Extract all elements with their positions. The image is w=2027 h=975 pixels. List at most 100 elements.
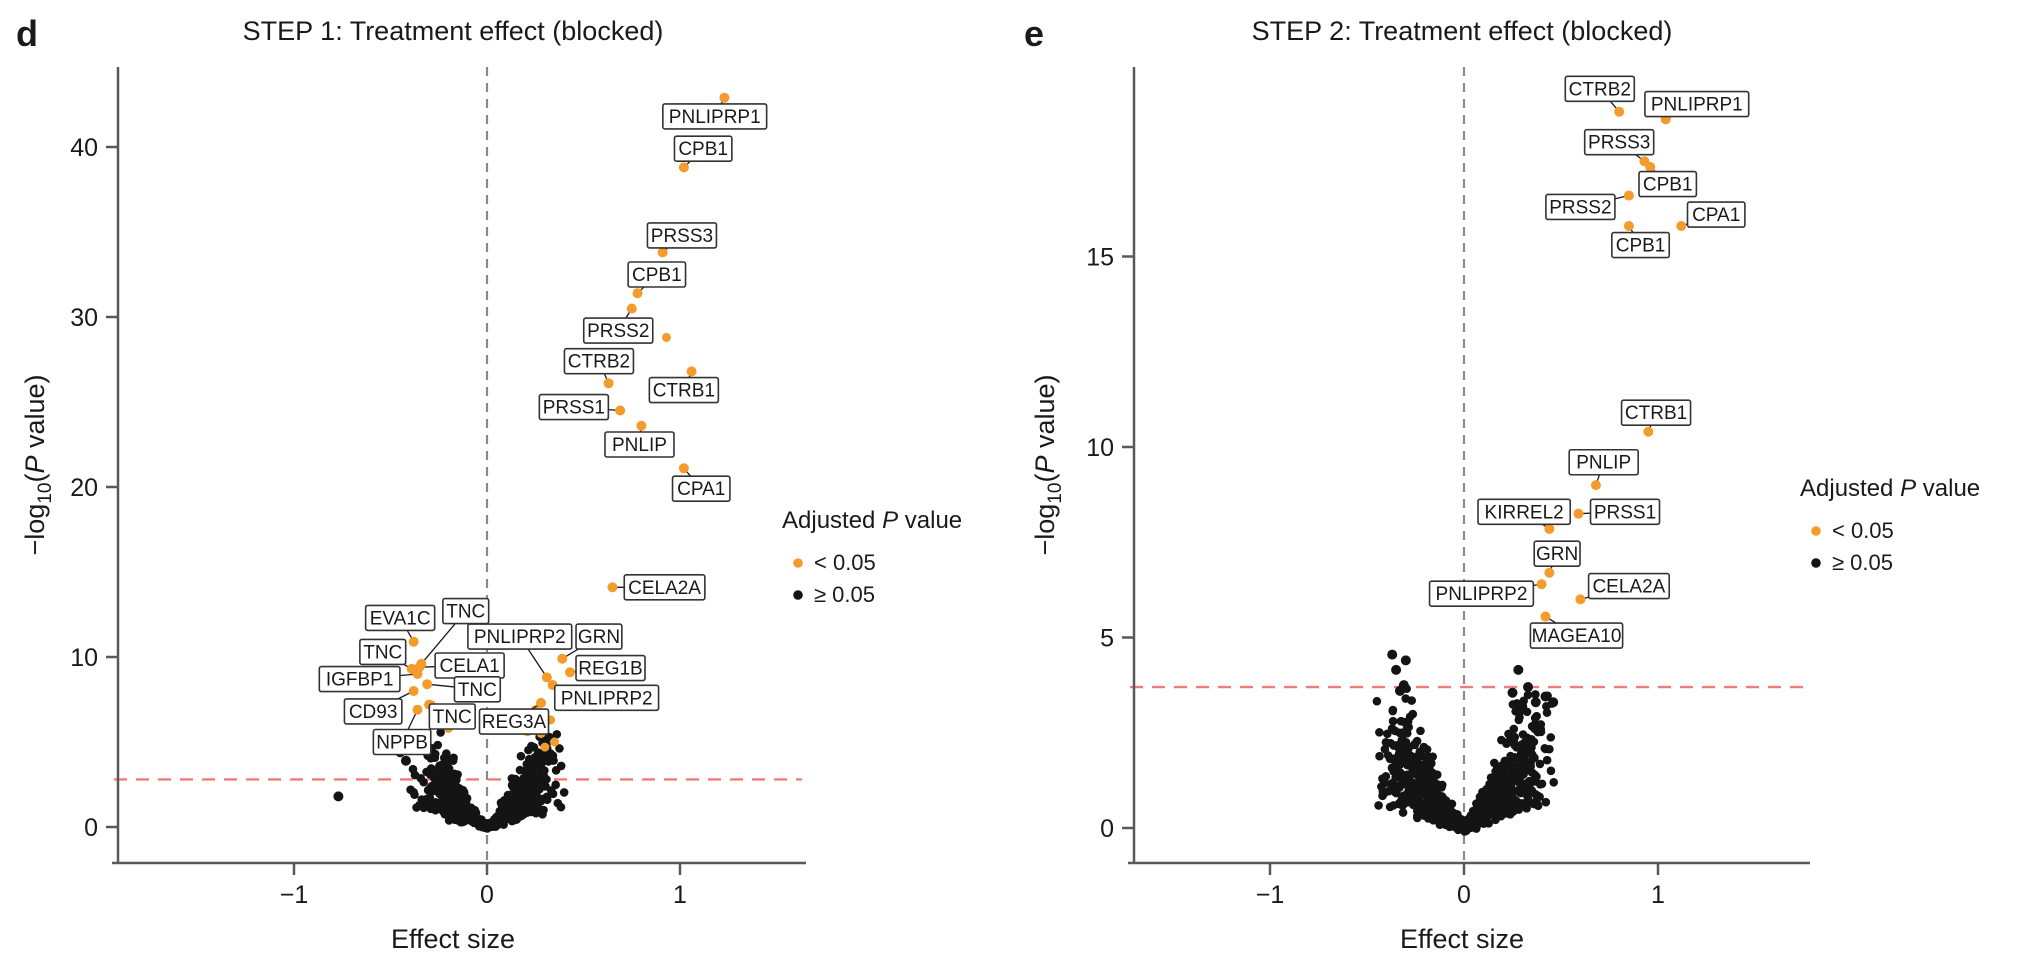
panel-e-volcano-plot: e STEP 2: Treatment effect (blocked) CTRB2… <box>1024 13 1980 954</box>
data-point <box>1408 709 1418 719</box>
data-point <box>1378 774 1387 783</box>
data-point <box>1395 754 1404 764</box>
data-point <box>1380 744 1390 754</box>
gene-label-box <box>1638 170 1698 198</box>
data-point <box>400 755 411 766</box>
gene-label-box <box>1583 128 1655 156</box>
data-point <box>1398 808 1408 817</box>
x-tick-label: −1 <box>280 881 309 909</box>
data-point <box>1398 728 1408 737</box>
significant-data-point <box>1544 523 1555 534</box>
data-point <box>479 822 488 832</box>
data-point <box>1507 687 1518 698</box>
data-point <box>1411 789 1420 799</box>
data-point <box>1531 690 1540 699</box>
data-point <box>1424 791 1433 801</box>
gene-label-box <box>553 684 660 712</box>
gene-label: CPB1 <box>1643 175 1693 196</box>
gene-label-box <box>623 573 706 601</box>
data-point <box>1411 752 1421 762</box>
data-point <box>1423 785 1432 794</box>
gene-label-box <box>1620 399 1692 427</box>
data-point <box>527 765 536 775</box>
data-point <box>1542 708 1552 717</box>
data-point <box>1379 789 1389 799</box>
gene-label-box <box>372 728 432 756</box>
data-point <box>514 810 524 819</box>
data-point <box>531 803 541 813</box>
significant-data-point <box>1540 611 1551 622</box>
data-point <box>1527 768 1537 777</box>
data-point <box>505 800 514 810</box>
legend-item-label: ≥ 0.05 <box>814 582 875 607</box>
y-axis-title: −log10(P value) <box>20 374 56 555</box>
gene-label: PNLIPRP2 <box>474 627 566 648</box>
gene-label: CTRB2 <box>568 352 630 373</box>
data-point <box>1422 745 1432 754</box>
y-tick-label: 10 <box>70 644 98 672</box>
gene-label-box <box>453 675 502 703</box>
gene-label-box <box>428 703 476 730</box>
data-point <box>1482 792 1492 801</box>
data-point <box>1523 682 1534 693</box>
gene-label: PNLIP <box>612 435 667 456</box>
gene-label-box <box>627 261 687 288</box>
data-point <box>495 812 505 822</box>
data-point <box>433 786 443 796</box>
gene-label: PNLIPRP1 <box>1651 95 1743 116</box>
gene-label-box <box>1477 498 1572 526</box>
gene-label-box <box>582 317 654 344</box>
gene-label-box <box>478 708 550 735</box>
gene-label: REG1B <box>578 659 642 680</box>
data-point <box>1404 790 1414 800</box>
data-point <box>1437 780 1447 790</box>
gene-label: PNLIPRP2 <box>1436 584 1528 605</box>
data-point <box>489 818 499 827</box>
data-point <box>458 805 467 814</box>
gene-label-box <box>1611 231 1671 259</box>
data-point <box>1387 649 1398 660</box>
data-point <box>454 816 463 825</box>
gene-label-box <box>364 604 436 632</box>
data-point <box>1422 758 1431 767</box>
data-point <box>1394 685 1405 696</box>
data-point <box>1541 797 1551 807</box>
panel-letter: e <box>1024 13 1044 54</box>
data-point <box>1415 782 1425 792</box>
significant-data-point <box>408 636 419 647</box>
gene-label-box <box>442 597 490 625</box>
legend-title: Adjusted P value <box>1800 475 1980 502</box>
data-point <box>1374 801 1383 810</box>
data-point <box>538 772 547 781</box>
gene-label-box <box>467 623 573 650</box>
gene-label-box <box>1568 448 1639 476</box>
gene-label: CPB1 <box>632 265 682 286</box>
gene-label: KIRREL2 <box>1485 502 1564 523</box>
data-point <box>1496 811 1506 821</box>
gene-label: CPB1 <box>678 139 728 160</box>
y-axis-title: −log10(P value) <box>1030 374 1066 555</box>
gene-label: PNLIP <box>1576 453 1631 474</box>
data-point <box>444 757 453 766</box>
data-point <box>533 778 543 787</box>
data-point <box>458 785 468 795</box>
gene-label: CTRB1 <box>653 381 715 402</box>
data-point <box>1494 791 1503 801</box>
data-point <box>410 770 420 780</box>
significant-data-point <box>541 672 552 683</box>
data-point <box>1504 729 1513 739</box>
data-point <box>507 816 517 826</box>
panel-letter: d <box>16 13 38 54</box>
gene-label: GRN <box>578 627 620 648</box>
gene-label: CPA1 <box>677 479 725 500</box>
data-point <box>1504 795 1513 804</box>
x-tick-label: 1 <box>1651 881 1665 909</box>
data-point <box>1372 696 1382 706</box>
data-point <box>515 765 525 775</box>
y-tick-label: 30 <box>70 304 98 332</box>
data-point <box>1403 752 1413 761</box>
data-point <box>1396 797 1405 807</box>
y-tick-label: 0 <box>1100 815 1114 843</box>
gene-label: GRN <box>1536 544 1578 565</box>
gene-label: PRSS3 <box>651 226 713 247</box>
